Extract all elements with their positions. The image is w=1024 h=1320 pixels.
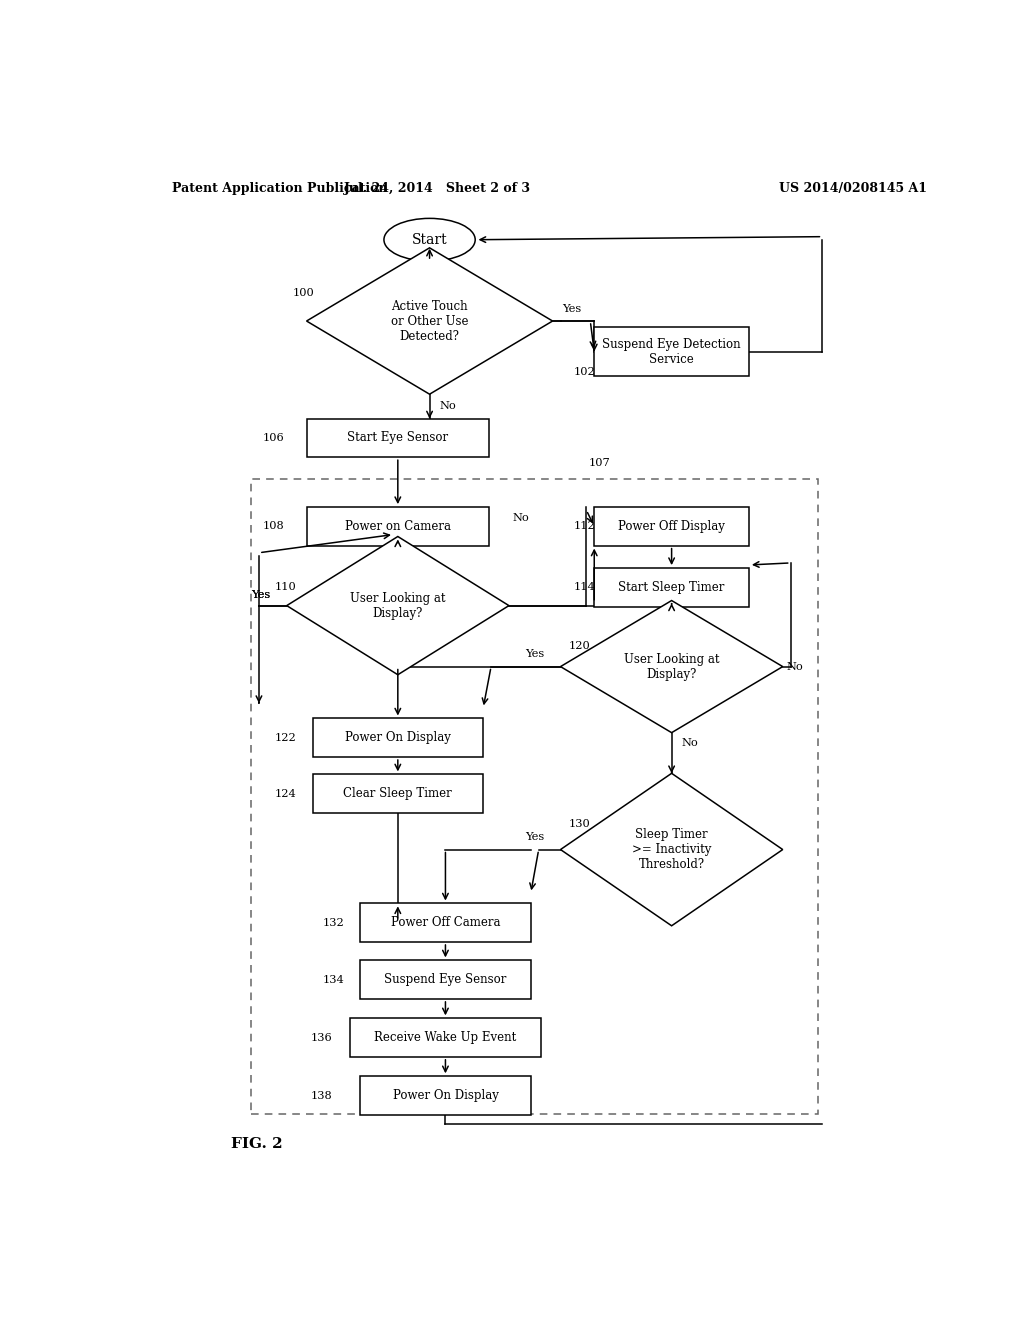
Text: Power on Camera: Power on Camera [345,520,451,533]
Text: No: No [786,661,804,672]
FancyBboxPatch shape [594,568,749,607]
Text: Active Touch
or Other Use
Detected?: Active Touch or Other Use Detected? [391,300,468,342]
Text: US 2014/0208145 A1: US 2014/0208145 A1 [778,182,927,195]
FancyBboxPatch shape [306,507,489,545]
Text: Yes: Yes [562,304,582,314]
Text: 106: 106 [263,433,285,444]
FancyBboxPatch shape [312,775,483,813]
Text: 138: 138 [310,1090,332,1101]
Text: Power Off Camera: Power Off Camera [391,916,500,929]
Text: 130: 130 [568,820,590,829]
FancyBboxPatch shape [350,1018,541,1057]
Ellipse shape [384,218,475,261]
Text: Power On Display: Power On Display [392,1089,499,1102]
FancyBboxPatch shape [360,961,530,999]
Text: No: No [439,401,456,412]
Text: 136: 136 [310,1032,332,1043]
FancyBboxPatch shape [306,418,489,457]
Text: 108: 108 [263,521,285,532]
Text: Yes: Yes [251,590,270,601]
Text: Suspend Eye Detection
Service: Suspend Eye Detection Service [602,338,741,366]
Text: Sleep Timer
>= Inactivity
Threshold?: Sleep Timer >= Inactivity Threshold? [632,828,712,871]
Text: Receive Wake Up Event: Receive Wake Up Event [375,1031,516,1044]
Text: 107: 107 [588,458,610,469]
Text: 114: 114 [574,582,596,593]
Text: No: No [681,738,698,748]
Text: 102: 102 [574,367,596,376]
Text: FIG. 2: FIG. 2 [231,1138,283,1151]
FancyBboxPatch shape [312,718,483,758]
Text: Suspend Eye Sensor: Suspend Eye Sensor [384,973,507,986]
Text: Yes: Yes [251,590,270,601]
Text: 110: 110 [274,582,297,593]
Text: User Looking at
Display?: User Looking at Display? [624,652,720,681]
FancyBboxPatch shape [594,327,749,376]
Text: Yes: Yes [524,649,544,660]
Text: 100: 100 [292,288,314,297]
Text: Yes: Yes [524,833,544,842]
FancyBboxPatch shape [360,903,530,942]
Text: 112: 112 [574,521,596,532]
Text: 120: 120 [568,642,590,651]
Text: No: No [513,513,529,523]
Text: Clear Sleep Timer: Clear Sleep Timer [343,787,453,800]
Text: Power On Display: Power On Display [345,731,451,744]
FancyBboxPatch shape [594,507,749,545]
Text: 124: 124 [274,788,297,799]
Text: Patent Application Publication: Patent Application Publication [172,182,387,195]
Text: Start: Start [412,232,447,247]
Polygon shape [287,536,509,675]
Text: Power Off Display: Power Off Display [618,520,725,533]
Polygon shape [560,774,782,925]
Text: Start Sleep Timer: Start Sleep Timer [618,581,725,594]
Polygon shape [560,601,782,733]
Text: Start Eye Sensor: Start Eye Sensor [347,432,449,445]
FancyBboxPatch shape [360,1076,530,1115]
Text: User Looking at
Display?: User Looking at Display? [350,591,445,619]
Text: Jul. 24, 2014   Sheet 2 of 3: Jul. 24, 2014 Sheet 2 of 3 [344,182,531,195]
Text: 122: 122 [274,733,297,743]
Text: 132: 132 [323,917,344,928]
Polygon shape [306,248,553,395]
Text: 134: 134 [323,974,344,985]
